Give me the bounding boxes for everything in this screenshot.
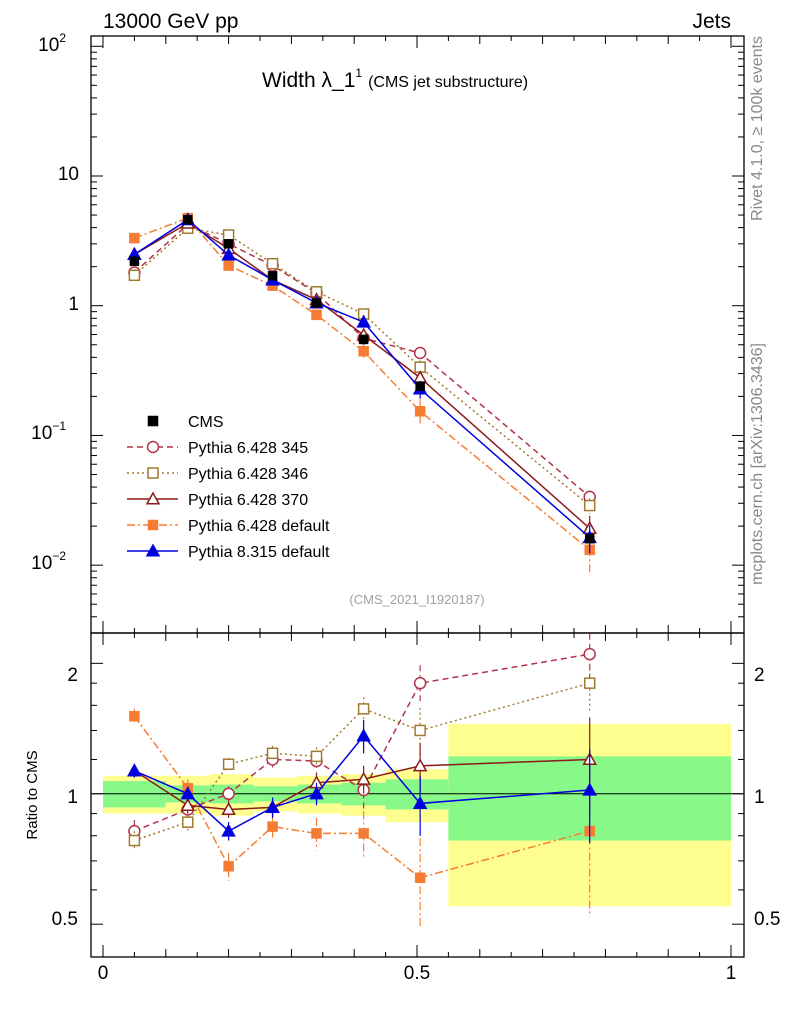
legend-marker: [147, 467, 159, 479]
xtick-label-0: 0: [98, 963, 109, 984]
ratio-point: [414, 872, 426, 883]
cms-data-point: [129, 256, 140, 267]
title-main: Width λ_1: [262, 69, 355, 92]
ratio-series-line: [133, 715, 590, 879]
ytick-label-0.1: 10−1: [31, 419, 66, 444]
legend-label-cms: CMS: [188, 414, 224, 431]
main-point: [311, 309, 322, 321]
legend-label-p8default: Pythia 8.315 default: [188, 544, 330, 561]
legend-marker: [146, 440, 160, 454]
ratio-point: [412, 758, 428, 772]
cms-data-point: [415, 381, 425, 391]
main-point: [129, 232, 140, 244]
main-point: [266, 257, 279, 270]
ratio-point: [309, 786, 324, 800]
ratio-point: [266, 747, 279, 760]
main-point: [128, 269, 141, 282]
ratio-point: [180, 797, 196, 811]
ytick-label-10: 10: [58, 164, 79, 185]
cms-data-point: [358, 334, 369, 345]
ratio-ytick-0.5-right: 0.5: [754, 909, 780, 930]
main-series-line: [133, 218, 591, 539]
ratio-point: [582, 782, 597, 796]
ratio-point: [222, 787, 235, 801]
cms-data-point: [584, 533, 595, 544]
cms-data-point: [267, 271, 278, 281]
ratio-ytick-1-left: 1: [67, 787, 78, 808]
analysis-id: (CMS_2021_I1920187): [349, 592, 484, 607]
ratio-series: [127, 633, 597, 928]
ratio-ytick-0.5-left: 0.5: [52, 909, 78, 930]
ytick-label-100: 102: [38, 31, 66, 56]
ratio-point: [223, 861, 234, 872]
main-point: [414, 406, 426, 417]
main-point: [221, 247, 236, 261]
main-series-line: [134, 222, 591, 529]
ratio-ytick-2-right: 2: [754, 665, 765, 686]
main-point: [356, 314, 371, 328]
ratio-point: [182, 816, 194, 828]
main-point: [413, 346, 427, 360]
legend-marker: [145, 543, 161, 557]
title-sup: 1: [355, 66, 362, 80]
cms-data-point: [183, 214, 193, 225]
cms-data-point: [223, 239, 234, 249]
ratio-point: [129, 710, 140, 722]
ratio-point: [413, 676, 427, 690]
ratio-point: [267, 821, 278, 832]
main-series-line: [133, 227, 591, 507]
mcplots-label: mcplots.cern.ch [arXiv:1306.3436]: [749, 343, 766, 585]
main-series: [127, 212, 597, 576]
ratio-point: [414, 724, 426, 737]
ratio-ylabel: Ratio to CMS: [24, 750, 41, 839]
ratio-point: [311, 828, 322, 839]
header-energy: 13000 GeV pp: [103, 10, 238, 33]
ratio-series-line: [134, 653, 590, 832]
main-point: [583, 499, 596, 512]
legend-label-345: Pythia 6.428 345: [188, 440, 308, 457]
ratio-ytick-2-left: 2: [67, 665, 78, 686]
main-series-line: [133, 223, 591, 498]
ratio-point: [265, 799, 280, 813]
legend-marker: [147, 519, 159, 531]
ratio-point: [583, 647, 596, 661]
ratio-point: [180, 786, 196, 800]
ratio-point: [412, 795, 428, 809]
ratio-point: [356, 728, 371, 742]
legend-label-346: Pythia 6.428 346: [188, 466, 308, 483]
ratio-point: [357, 703, 370, 715]
legend-label-p6default: Pythia 6.428 default: [188, 518, 330, 535]
rivet-label: Rivet 4.1.0, ≥ 100k events: [749, 36, 766, 221]
legend-label-370: Pythia 6.428 370: [188, 492, 308, 509]
ratio-ytick-1-right: 1: [754, 787, 765, 808]
ratio-series-line: [134, 734, 590, 833]
cms-data-point: [311, 298, 322, 308]
ratio-point: [127, 763, 142, 777]
ratio-point: [221, 823, 236, 837]
ratio-point: [310, 750, 323, 763]
xtick-label-0.5: 0.5: [404, 963, 430, 984]
main-point: [358, 346, 369, 357]
main-point: [222, 229, 235, 241]
plot-title: Width λ_11 (CMS jet substructure): [262, 66, 528, 92]
main-point: [223, 260, 234, 271]
ratio-series-line: [133, 758, 590, 811]
ratio-point: [358, 828, 369, 839]
title-sub: (CMS jet substructure): [368, 74, 528, 91]
ratio-point: [356, 771, 371, 785]
axes: [91, 36, 744, 957]
ratio-point: [222, 758, 235, 770]
ytick-label-1: 1: [68, 294, 79, 315]
ratio-point: [221, 801, 236, 816]
legend: CMS Pythia 6.428 345 Pythia 6.428 346 Py…: [127, 414, 330, 561]
legend-marker: [145, 491, 161, 505]
header-category: Jets: [692, 10, 731, 33]
legend-marker-cms: [147, 415, 159, 427]
ratio-point: [583, 677, 596, 689]
ratio-point: [128, 834, 141, 847]
xtick-label-1: 1: [726, 963, 737, 984]
ytick-label-0.01: 10−2: [31, 549, 66, 574]
